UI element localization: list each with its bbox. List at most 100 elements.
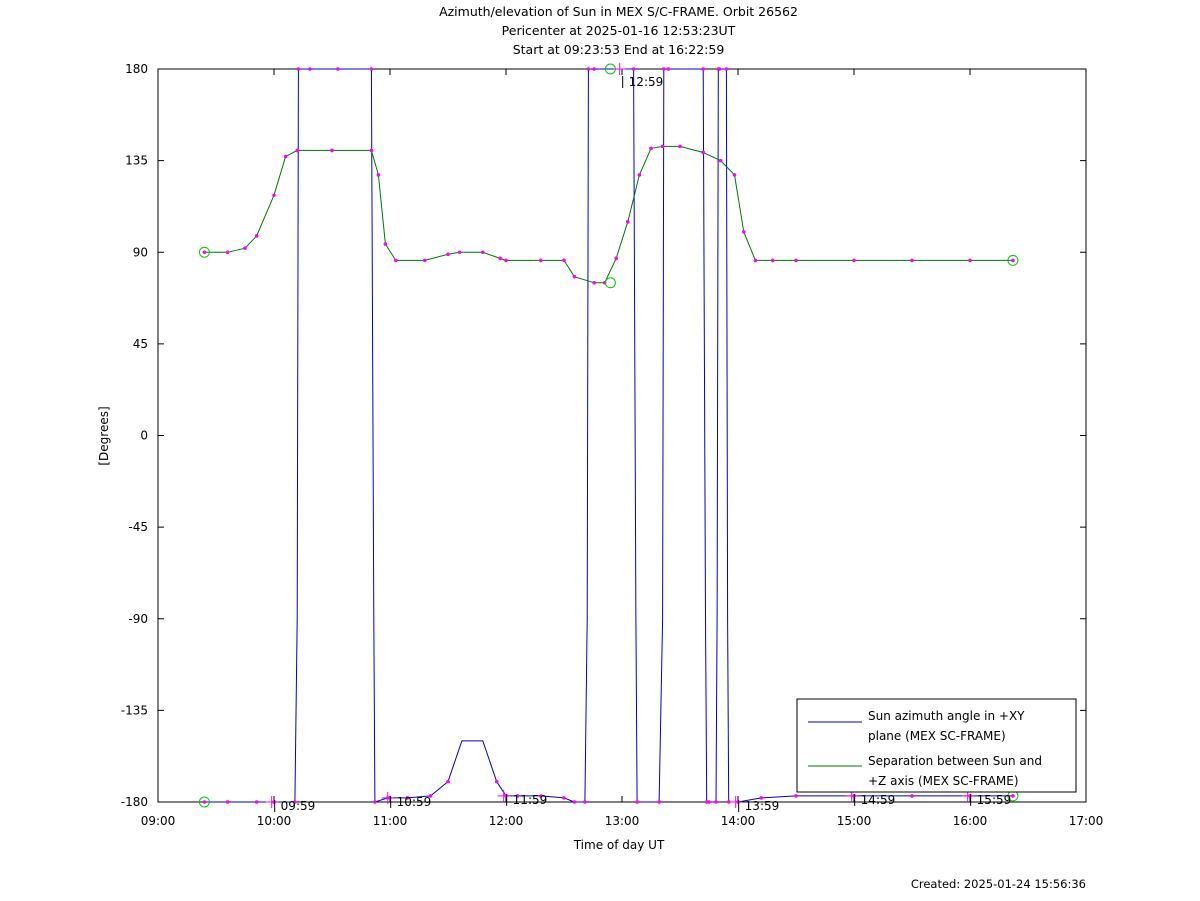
x-tick-label: 14:00 xyxy=(721,814,756,828)
data-point xyxy=(635,800,639,804)
data-point xyxy=(457,250,462,255)
data-point xyxy=(369,148,374,153)
hour-label: 10:59 xyxy=(397,795,432,809)
hour-label: 11:59 xyxy=(513,793,548,807)
y-tick-label: 90 xyxy=(133,245,148,259)
data-point xyxy=(759,796,763,800)
data-point xyxy=(330,148,334,153)
data-point xyxy=(701,67,705,71)
hour-label: 09:59 xyxy=(281,799,316,813)
legend-label-separation-1: Separation between Sun and xyxy=(868,754,1042,768)
data-point xyxy=(225,250,230,255)
data-point xyxy=(369,67,374,71)
data-point xyxy=(562,796,566,800)
data-point xyxy=(504,258,508,263)
data-point xyxy=(494,779,499,784)
data-point xyxy=(336,67,340,71)
data-point xyxy=(405,796,410,800)
y-axis-label: [Degrees] xyxy=(97,406,111,465)
data-point xyxy=(714,800,718,804)
data-point xyxy=(272,193,276,198)
legend-box xyxy=(796,698,1077,793)
chart-title: Azimuth/elevation of Sun in MEX S/C-FRAM… xyxy=(439,4,798,19)
data-point xyxy=(202,250,207,255)
legend-label-separation-2: +Z axis (MEX SC-FRAME) xyxy=(868,774,1019,788)
y-tick-label: 0 xyxy=(140,429,148,443)
data-point xyxy=(376,173,381,177)
x-tick-label: 13:00 xyxy=(605,814,640,828)
azimuth-series-line xyxy=(204,68,1013,803)
data-point xyxy=(446,779,450,784)
data-point xyxy=(794,794,798,798)
data-point xyxy=(592,280,596,285)
x-tick-label: 10:00 xyxy=(257,814,292,828)
data-point xyxy=(308,67,312,71)
x-axis-label: Time of day UT xyxy=(573,838,665,852)
data-point xyxy=(718,158,723,163)
pericenter-marker xyxy=(604,277,616,289)
data-point xyxy=(592,67,596,71)
data-point xyxy=(572,274,577,279)
data-point xyxy=(572,800,577,804)
data-point xyxy=(225,800,230,804)
series-layer xyxy=(204,68,1013,803)
y-tick-label: -180 xyxy=(121,795,148,809)
y-tick-label: -135 xyxy=(121,703,148,717)
data-point xyxy=(202,800,207,804)
data-point xyxy=(373,800,377,804)
data-point xyxy=(968,258,972,263)
created-timestamp: Created: 2025-01-24 15:56:36 xyxy=(910,877,1086,891)
marker-layer: 09:59 10:59 11:59 12:59 13:59 14:59 15:59 xyxy=(198,63,1019,813)
data-point xyxy=(910,258,914,263)
data-point xyxy=(678,144,682,149)
data-point xyxy=(586,67,591,71)
legend-label-azimuth-1: Sun azimuth angle in +XY xyxy=(868,709,1025,723)
data-point xyxy=(1011,258,1015,263)
data-point xyxy=(852,258,856,263)
data-point xyxy=(726,800,731,804)
data-point xyxy=(661,67,666,71)
data-point xyxy=(666,67,671,71)
axes-group: 09:00 10:00 11:00 12:00 13:00 14:00 15:00 16:00… xyxy=(121,62,1104,828)
x-tick-label: 12:00 xyxy=(489,814,524,828)
data-point xyxy=(732,173,737,177)
data-point xyxy=(1011,794,1015,798)
data-point xyxy=(293,800,297,804)
data-point xyxy=(742,230,746,234)
data-point xyxy=(283,154,288,159)
hour-label: 13:59 xyxy=(745,799,780,813)
data-point xyxy=(649,146,653,151)
data-point xyxy=(614,256,618,261)
data-point xyxy=(660,144,665,149)
x-tick-label: 17:00 xyxy=(1069,814,1104,828)
legend: Sun azimuth angle in +XY plane (MEX SC-F… xyxy=(796,698,1077,793)
data-point xyxy=(539,794,543,798)
y-tick-label: 135 xyxy=(125,154,148,168)
data-point xyxy=(254,800,259,804)
data-point xyxy=(394,258,398,263)
data-point xyxy=(428,794,433,798)
data-point xyxy=(910,794,914,798)
hour-label: 14:59 xyxy=(861,793,896,807)
data-point xyxy=(631,67,636,71)
separation-series-line xyxy=(204,145,1013,284)
data-point xyxy=(794,258,798,263)
chart-subtitle-pericenter: Pericenter at 2025-01-16 12:53:23UT xyxy=(501,23,736,38)
data-point xyxy=(583,800,587,804)
data-point xyxy=(753,258,758,263)
data-point xyxy=(701,150,705,155)
legend-label-azimuth-2: plane (MEX SC-FRAME) xyxy=(868,729,1006,743)
y-tick-label: -45 xyxy=(128,520,148,534)
data-point xyxy=(254,234,259,238)
data-point xyxy=(383,242,388,246)
end-point-marker xyxy=(1007,254,1019,266)
data-point xyxy=(539,258,543,263)
y-tick-label: -90 xyxy=(128,612,148,626)
data-point xyxy=(657,800,661,804)
x-tick-label: 09:00 xyxy=(141,814,176,828)
data-point xyxy=(771,258,775,263)
hour-label: 12:59 xyxy=(629,75,664,89)
data-point xyxy=(515,794,520,798)
start-point-marker xyxy=(198,246,210,258)
